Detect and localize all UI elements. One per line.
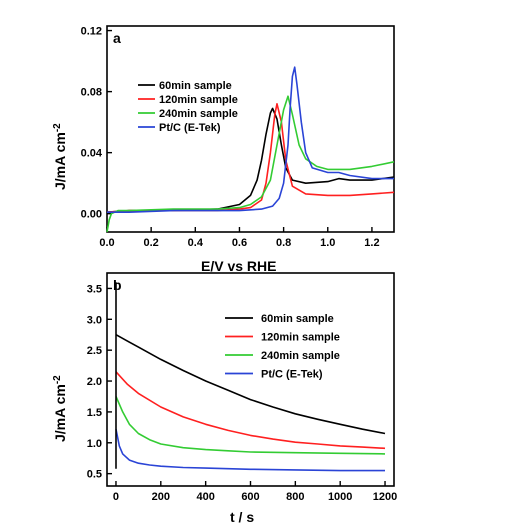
panel-b-legend-label: Pt/C (E-Tek) <box>261 369 323 381</box>
panel-a-series <box>106 66 395 233</box>
panel-a-frame <box>106 25 395 233</box>
panel-a-legend-label: 60min sample <box>159 80 232 92</box>
panel-a-y-tick-label: 0.12 <box>81 26 102 38</box>
panel-b-legend-label: 240min sample <box>261 350 340 362</box>
panel-a-x-tick-label: 1.0 <box>320 237 335 249</box>
panel-b-legend: 60min sample 120min sample 240min sample Pt… <box>225 313 340 381</box>
panel-b-y-tick-label: 1.5 <box>87 407 102 419</box>
panel-b-legend-label: 60min sample <box>261 313 334 325</box>
panel-a-legend-label: 240min sample <box>159 108 238 120</box>
panel-b-x-tick-label: 800 <box>286 491 304 503</box>
panel-b-y-axis-label-text: J/mA cm <box>52 384 68 442</box>
panel-a-x-ticks: 0.0 0.2 0.4 0.6 0.8 1.0 1.2 <box>99 227 380 249</box>
panel-b-x-tick-label: 1000 <box>328 491 352 503</box>
panel-a-y-axis-label-sup: -2 <box>52 123 63 132</box>
panel-a-y-axis-label-text: J/mA cm <box>52 132 68 190</box>
panel-a-legend-label: 120min sample <box>159 94 238 106</box>
panel-a-x-axis-label: E/V vs RHE <box>201 258 276 274</box>
panel-a-series-60min-sample <box>106 107 395 213</box>
panel-b-y-tick-label: 0.5 <box>87 469 102 481</box>
panel-a-y-tick-label: 0.08 <box>81 87 102 99</box>
panel-b-series-120min-sample <box>115 371 386 450</box>
panel-a-y-axis-label: J/mA cm-2 <box>52 123 68 190</box>
panel-a-y-tick-label: 0.00 <box>81 209 102 221</box>
panel-a: a 0.00 0.04 0.08 0.12 0.0 0.2 0.4 0.6 0.8 1.0 1.2… <box>52 25 395 274</box>
panel-a-x-tick-label: 0.8 <box>276 237 291 249</box>
panel-a-x-tick-label: 1.2 <box>364 237 379 249</box>
panel-b-series-pt-c-e-tek <box>115 429 385 472</box>
panel-a-x-tick-label: 0.4 <box>188 237 204 249</box>
panel-a-letter: a <box>113 30 121 46</box>
panel-b-x-axis-label: t / s <box>230 509 254 525</box>
panel-b-y-tick-label: 2.5 <box>87 345 102 357</box>
panel-b-y-tick-label: 2.0 <box>87 376 102 388</box>
panel-b-series-240min-sample <box>115 396 386 455</box>
panel-b-letter: b <box>113 277 122 293</box>
panel-a-y-tick-label: 0.04 <box>81 148 103 160</box>
panel-b-x-tick-label: 200 <box>152 491 170 503</box>
panel-b-y-axis-label-sup: -2 <box>52 375 63 384</box>
panel-b-x-ticks: 0 200 400 600 800 1000 1200 <box>113 481 397 503</box>
panel-b-x-tick-label: 400 <box>196 491 214 503</box>
panel-b-y-tick-label: 1.0 <box>87 438 102 450</box>
panel-b-x-tick-label: 0 <box>113 491 119 503</box>
panel-b-y-axis-label: J/mA cm-2 <box>52 375 68 442</box>
panel-a-series-240min-sample <box>106 95 395 233</box>
panel-b-x-tick-label: 600 <box>241 491 259 503</box>
panel-a-series-pt-c-e-tek <box>107 66 394 213</box>
panel-b-y-ticks: 0.5 1.0 1.5 2.0 2.5 3.0 3.5 <box>87 283 112 481</box>
panel-b-y-tick-label: 3.5 <box>87 283 102 295</box>
panel-a-legend: 60min sample 120min sample 240min sample Pt… <box>138 80 238 134</box>
panel-a-legend-label: Pt/C (E-Tek) <box>159 122 221 134</box>
panel-b-y-tick-label: 3.0 <box>87 314 102 326</box>
panel-b-series <box>115 282 386 472</box>
panel-b-x-tick-label: 1200 <box>373 491 397 503</box>
panel-b: b 0.5 1.0 1.5 2.0 2.5 3.0 3.5 0 200 400 600 800 100… <box>52 272 397 525</box>
panel-a-x-tick-label: 0.2 <box>144 237 159 249</box>
panel-b-legend-label: 120min sample <box>261 332 340 344</box>
panel-a-x-tick-label: 0.6 <box>232 237 247 249</box>
panel-a-y-ticks: 0.00 0.04 0.08 0.12 <box>81 26 112 221</box>
panel-b-series-60min-sample <box>115 334 386 435</box>
panel-a-x-tick-label: 0.0 <box>99 237 114 249</box>
